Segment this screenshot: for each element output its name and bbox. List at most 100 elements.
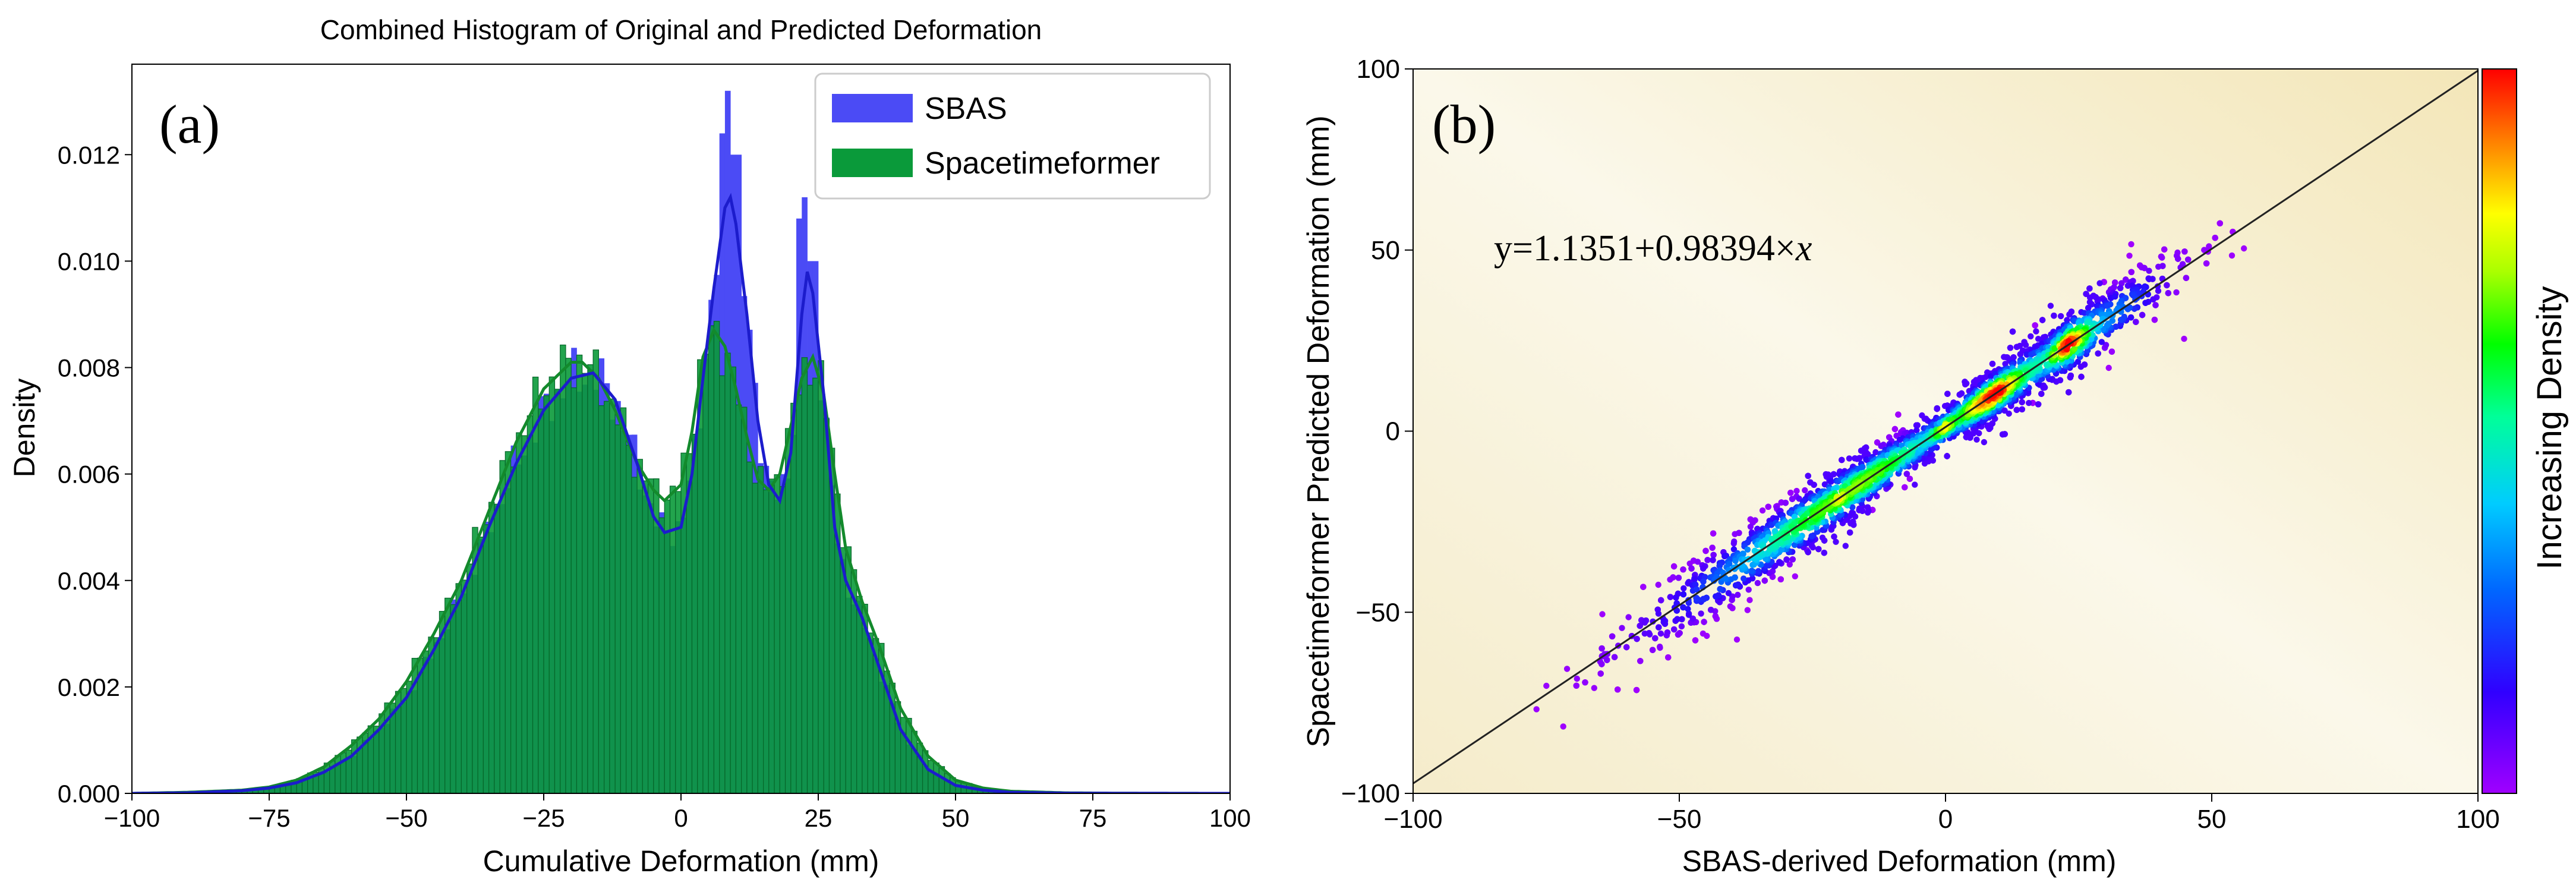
spacetimeformer-bar: [450, 604, 456, 793]
scatter-point: [2028, 333, 2034, 340]
scatter-point: [2165, 290, 2171, 297]
spacetimeformer-bar: [658, 517, 665, 793]
scatter-point: [1808, 533, 1815, 540]
spacetimeformer-bar: [642, 480, 649, 793]
scatter-point: [1741, 575, 1747, 582]
legend: SBAS Spacetimeformer: [814, 73, 1211, 200]
scatter-point: [1777, 576, 1784, 582]
x-tick-label: 25: [805, 804, 833, 832]
y-axis-label: Density: [8, 379, 41, 478]
scatter-point: [1732, 574, 1738, 581]
spacetimeformer-bar: [669, 486, 676, 793]
spacetimeformer-bar: [488, 502, 495, 793]
scatter-point: [2038, 390, 2045, 397]
scatter-point: [1680, 585, 1687, 592]
scatter-point: [1657, 644, 1663, 650]
spacetimeformer-bar: [823, 418, 830, 793]
scatter-point: [2183, 275, 2190, 281]
scatter-point: [2152, 302, 2159, 308]
scatter-point: [1591, 685, 1597, 691]
scatter-point: [1793, 487, 1800, 494]
scatter-point: [1981, 439, 1988, 446]
scatter-point: [1842, 543, 1849, 549]
spacetimeformer-bar: [762, 489, 770, 793]
spacetimeformer-bar: [604, 401, 610, 793]
spacetimeformer-bar: [944, 773, 951, 793]
scatter-point: [1944, 390, 1951, 397]
scatter-point: [1710, 552, 1717, 558]
scatter-point: [1755, 568, 1762, 575]
scatter-point: [1744, 607, 1751, 613]
scatter-point: [1805, 472, 1811, 479]
scatter-point: [1730, 540, 1737, 547]
spacetimeformer-bar: [812, 377, 819, 793]
scatter-point: [1789, 556, 1796, 563]
scatter-point: [2002, 361, 2009, 367]
spacetimeformer-bar: [499, 460, 506, 793]
legend-box: [814, 73, 1211, 200]
y-tick-label: 0.004: [58, 567, 120, 595]
scatter-point: [2150, 296, 2156, 302]
scatter-point: [2108, 348, 2115, 355]
scatter-point: [1678, 623, 1685, 630]
spacetimeformer-bar: [746, 461, 753, 793]
spacetimeformer-bar: [928, 760, 934, 793]
scatter-point: [1727, 603, 1733, 610]
scatter-point: [1745, 587, 1752, 593]
scatter-point: [1830, 471, 1837, 478]
scatter-point: [1658, 597, 1664, 604]
scatter-point: [1619, 625, 1625, 631]
scatter-point: [2126, 253, 2133, 259]
scatter-point: [2033, 328, 2039, 335]
scatter-point: [1856, 505, 1863, 512]
spacetimeformer-bar: [538, 408, 544, 793]
spacetimeformer-bar: [335, 755, 341, 793]
scatter-point: [1563, 666, 1571, 672]
scatter-point: [1674, 616, 1680, 623]
scatter-point: [1634, 635, 1640, 642]
scatter-point: [1828, 478, 1834, 485]
scatter-point: [1655, 581, 1661, 588]
scatter-point: [1667, 594, 1674, 600]
scatter-point: [1984, 422, 1991, 428]
scatter-point: [1815, 546, 1822, 553]
spacetimeformer-bar: [806, 385, 814, 793]
histogram-bars: [132, 90, 1225, 793]
scatter-point: [1906, 475, 1913, 482]
scatter-point: [1694, 559, 1701, 565]
spacetimeformer-bar: [774, 474, 780, 793]
scatter-point: [1652, 635, 1659, 642]
spacetimeformer-bar: [565, 358, 572, 793]
spacetimeformer-bar: [433, 637, 440, 793]
spacetimeformer-bar: [916, 742, 923, 793]
histogram-panel: Combined Histogram of Original and Predi…: [8, 14, 1251, 878]
scatter-point: [1839, 456, 1845, 464]
scatter-point: [2185, 256, 2192, 263]
spacetimeformer-bar: [801, 357, 808, 793]
spacetimeformer-bar: [620, 407, 627, 793]
scatter-point: [2175, 256, 2181, 262]
scatter-point: [2118, 317, 2124, 323]
scatter-point: [1665, 654, 1672, 661]
scatter-point: [1746, 597, 1753, 603]
scatter-point: [1615, 686, 1621, 693]
scatter-point: [2085, 305, 2092, 311]
scatter-point: [1679, 616, 1685, 623]
spacetimeformer-bar: [911, 730, 917, 793]
scatter-point: [2161, 246, 2168, 253]
spacetimeformer-bar: [840, 547, 846, 793]
spacetimeformer-bar: [483, 524, 490, 793]
spacetimeformer-bar: [351, 739, 358, 793]
spacetimeformer-bar: [867, 632, 874, 793]
scatter-point: [2228, 252, 2236, 259]
scatter-point: [2128, 269, 2134, 275]
scatter-point: [1735, 591, 1741, 598]
scatter-point: [1680, 591, 1687, 598]
scatter-point: [1761, 577, 1768, 584]
scatter-panel: Increasing Density −100 −50 0 50 100 −100−50…: [1301, 55, 2569, 878]
scatter-point: [2086, 285, 2093, 292]
scatter-point: [2206, 243, 2212, 250]
scatter-point: [1673, 594, 1679, 601]
scatter-point: [2112, 279, 2118, 286]
legend-swatch-spacetimeformer: [832, 149, 913, 177]
